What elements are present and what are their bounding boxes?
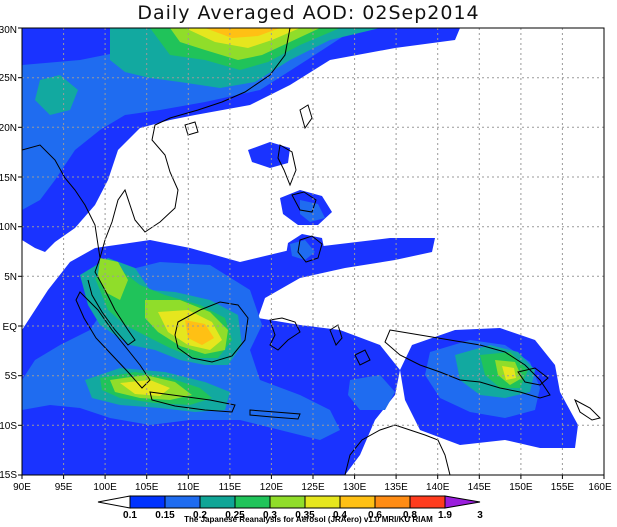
lat-label: 5N [4, 272, 17, 283]
map-title: Daily Averaged AOD: 02Sep2014 [137, 2, 480, 24]
lat-label: 10N [0, 222, 17, 233]
lon-label: 105E [135, 482, 159, 493]
coastlines [22, 28, 601, 475]
colorbar-cell [374, 495, 411, 509]
colorbar-label: 0.15 [155, 510, 175, 521]
aod-field [22, 28, 604, 475]
colorbar-label: 0.35 [295, 510, 315, 521]
grid [22, 28, 604, 475]
lon-label: 155E [551, 482, 575, 493]
lat-label: 15N [0, 173, 17, 184]
lon-label: 90E [13, 482, 31, 493]
colorbar-label: 3 [477, 510, 483, 521]
colorbar-label: 1.9 [438, 510, 452, 521]
lon-labels: 90E 95E 100E 105E 110E 115E 120E 125E 13… [13, 482, 612, 493]
colorbar-cell [97, 495, 131, 509]
colorbar-cell [129, 495, 166, 509]
colorbar-cell [444, 495, 481, 509]
lat-label: 25N [0, 73, 17, 84]
colorbar-cell [409, 495, 446, 509]
lon-label: 150E [509, 482, 533, 493]
lon-label: 140E [426, 482, 450, 493]
lat-label: 20N [0, 123, 17, 134]
lon-label: 130E [343, 482, 367, 493]
colorbar-label: 0.25 [225, 510, 245, 521]
lon-label: 100E [93, 482, 117, 493]
lat-label: 5S [5, 371, 18, 382]
colorbar-label: 0.3 [263, 510, 277, 521]
lat-labels: 30N 25N 20N 15N 10N 5N EQ 5S 10S 15S [0, 25, 17, 481]
colorbar-cell [164, 495, 201, 509]
colorbar-label: 0.4 [333, 510, 347, 521]
lon-label: 125E [301, 482, 325, 493]
lat-label: 15S [0, 470, 17, 481]
colorbar-label: 0.1 [123, 510, 137, 521]
lon-label: 95E [55, 482, 73, 493]
credit-line: The Japanese Reanalysis for Aerosol (JRA… [184, 515, 433, 524]
colorbar-cell [234, 495, 271, 509]
colorbar-label: 0.6 [368, 510, 382, 521]
lon-label: 145E [468, 482, 492, 493]
tick-marks [18, 27, 605, 479]
colorbar-label: 0.8 [403, 510, 417, 521]
colorbar-cell [269, 495, 306, 509]
lon-label: 110E [177, 482, 200, 493]
lon-label: 120E [260, 482, 284, 493]
colorbar: 0.1 0.15 0.2 0.25 0.3 0.35 0.4 0.6 0.8 1… [97, 495, 483, 521]
lon-label: 135E [384, 482, 408, 493]
colorbar-label: 0.2 [193, 510, 207, 521]
colorbar-cell [339, 495, 376, 509]
lon-label: 115E [219, 482, 242, 493]
lat-label: 10S [0, 421, 17, 432]
colorbar-cell [199, 495, 236, 509]
colorbar-cell [304, 495, 341, 509]
lon-label: 160E [588, 482, 612, 493]
lat-label: 30N [0, 25, 17, 36]
lat-label: EQ [3, 322, 18, 333]
